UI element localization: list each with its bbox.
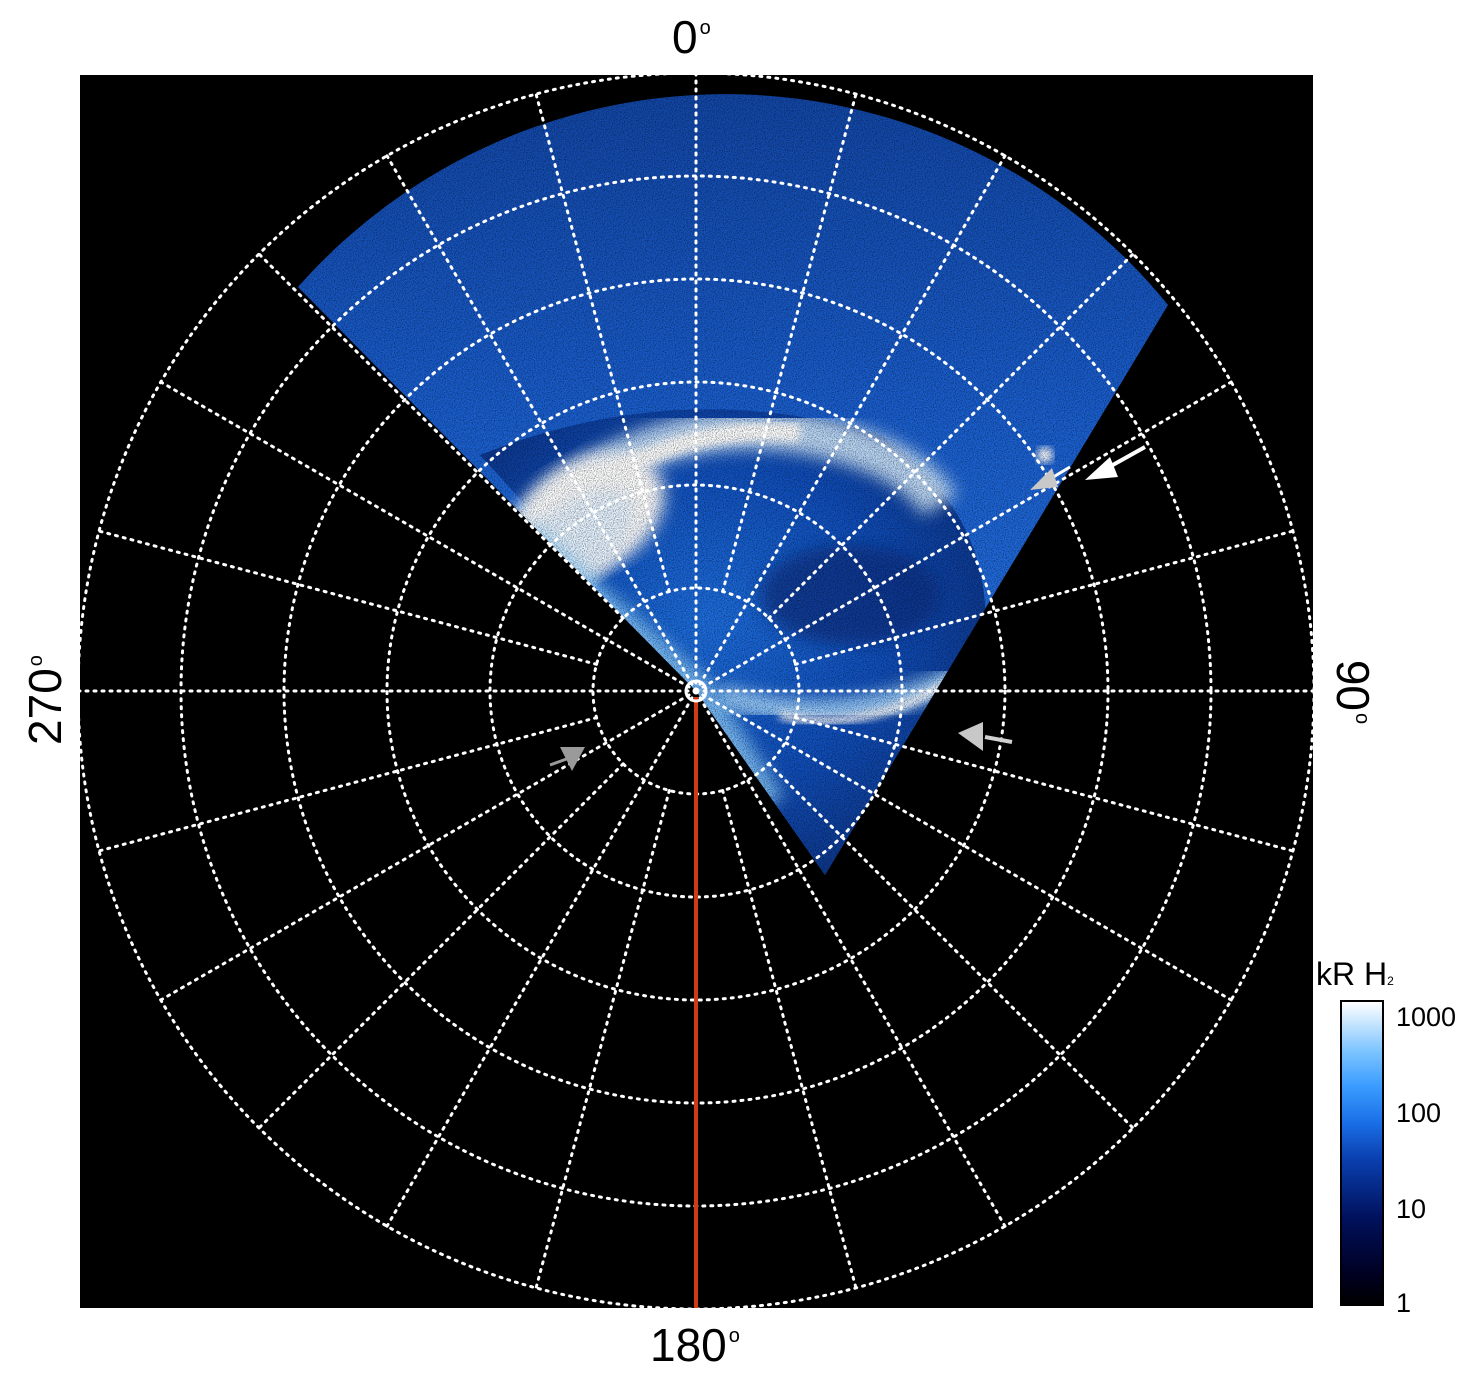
- longitude-meridian: [385, 154, 698, 693]
- longitude-meridian: [767, 252, 1135, 620]
- longitude-meridian: [97, 529, 599, 666]
- longitude-meridian: [721, 788, 858, 1290]
- longitude-meridian: [257, 252, 625, 620]
- colorbar-title: kR H2: [1316, 956, 1394, 992]
- longitude-meridian: [534, 92, 671, 594]
- longitude-meridian: [793, 716, 1295, 853]
- longitude-label-270: 270o: [19, 655, 71, 745]
- colorbar-tick-100: 100: [1396, 1098, 1442, 1128]
- longitude-meridian: [767, 762, 1135, 1130]
- longitude-meridian: [793, 529, 1295, 666]
- longitude-label-90: 90o: [1327, 659, 1379, 725]
- longitude-meridian: [159, 380, 698, 693]
- longitude-label-180: 180 o: [650, 1319, 740, 1371]
- longitude-meridian: [694, 154, 1007, 693]
- gray-arrow-right: [958, 722, 1013, 751]
- colorbar-tick-10: 10: [1396, 1194, 1427, 1224]
- longitude-meridian: [694, 689, 1233, 1002]
- gray-arrow-upper: [1030, 465, 1071, 490]
- pole-marker: [684, 679, 708, 703]
- longitude-meridian: [97, 716, 599, 853]
- longitude-meridian: [721, 92, 858, 594]
- longitude-meridian: [385, 689, 698, 1228]
- polar-projection-svg: [76, 71, 1316, 1311]
- latitude-ring: [385, 380, 1007, 1002]
- longitude-meridian: [257, 762, 625, 1130]
- gray-arrow-left: [549, 747, 585, 771]
- longitude-meridian: [694, 380, 1233, 693]
- colorbar-tick-1: 1: [1396, 1288, 1412, 1318]
- white-arrow: [1085, 445, 1146, 480]
- polar-projection-image: [76, 71, 1316, 1311]
- colorbar-tick-1000: 1000: [1396, 1002, 1457, 1032]
- colorbar: [1340, 1000, 1384, 1306]
- longitude-meridian: [694, 689, 1007, 1228]
- longitude-meridian: [534, 788, 671, 1290]
- longitude-meridian: [159, 689, 698, 1002]
